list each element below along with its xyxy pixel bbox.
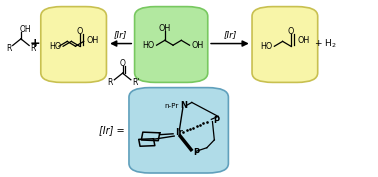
Text: OH: OH	[297, 36, 310, 45]
Text: n-Pr: n-Pr	[164, 103, 179, 109]
Text: OH: OH	[191, 41, 204, 50]
Text: Ir: Ir	[175, 129, 183, 137]
Text: + H$_2$: + H$_2$	[314, 37, 336, 50]
Text: P: P	[194, 148, 200, 157]
FancyBboxPatch shape	[252, 7, 318, 82]
Text: +: +	[30, 37, 40, 50]
Text: [Ir]: [Ir]	[114, 30, 127, 39]
Text: HO: HO	[49, 42, 61, 51]
Text: O: O	[120, 59, 125, 68]
Text: P: P	[214, 116, 220, 125]
Text: [Ir] =: [Ir] =	[99, 125, 124, 135]
FancyBboxPatch shape	[135, 7, 208, 82]
Text: OH: OH	[159, 24, 171, 33]
Text: N: N	[180, 101, 187, 110]
Text: R': R'	[30, 44, 38, 53]
Text: O: O	[76, 27, 83, 36]
FancyBboxPatch shape	[129, 88, 228, 173]
Text: HO: HO	[143, 41, 155, 50]
Text: R: R	[107, 78, 112, 87]
Text: O: O	[288, 27, 294, 36]
Text: [Ir]: [Ir]	[223, 30, 237, 39]
Text: OH: OH	[87, 36, 99, 45]
Text: R': R'	[133, 78, 140, 87]
Text: R: R	[6, 44, 11, 53]
FancyBboxPatch shape	[41, 7, 107, 82]
Text: OH: OH	[20, 25, 31, 34]
Text: HO: HO	[260, 42, 273, 51]
